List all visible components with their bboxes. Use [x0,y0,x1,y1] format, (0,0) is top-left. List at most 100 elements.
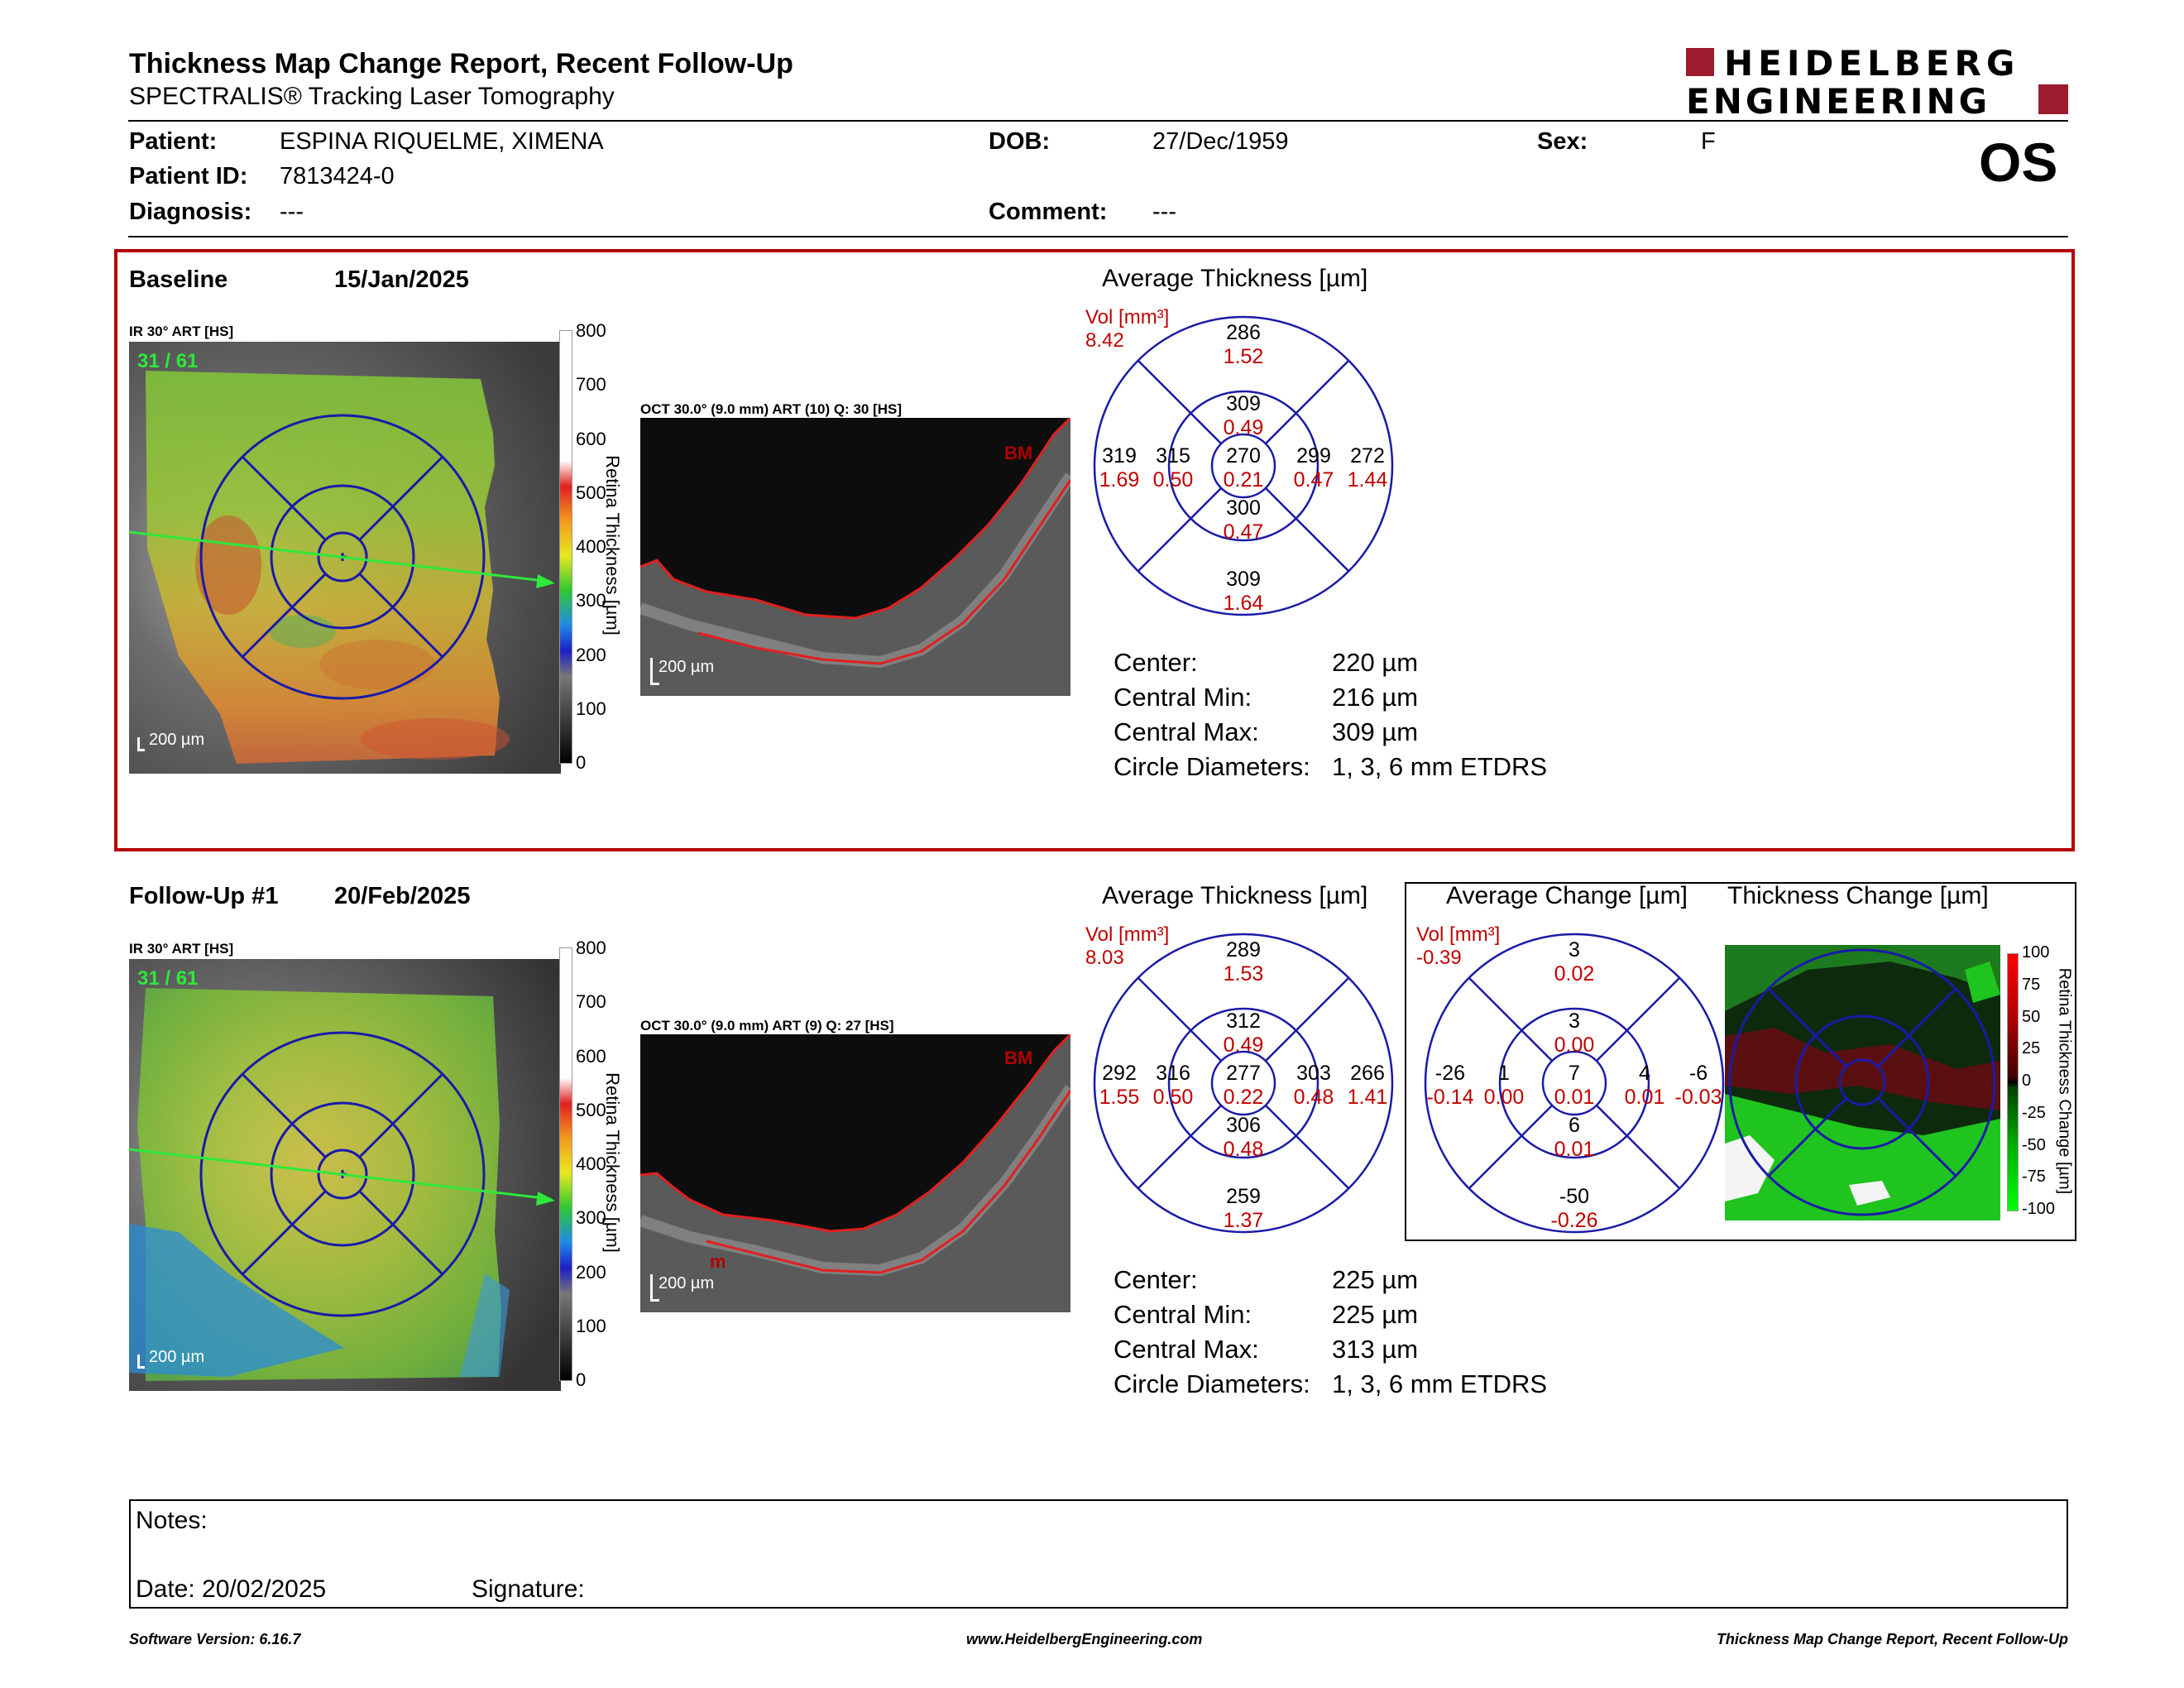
etdrs-svg: 2770.223120.493060.483160.503030.482891.… [1093,933,1394,1234]
baseline-date: 15/Jan/2025 [334,266,469,293]
eye-indicator: OS [1979,132,2058,193]
change-title: Average Change [µm] [1446,882,1688,909]
etdrs-outer-inf-thickness: 309 [1226,568,1261,591]
followup-label: Follow-Up #1 [129,883,279,909]
colorbar-tick: 200 [576,644,606,665]
signature-label[interactable]: Signature: [472,1575,585,1603]
etdrs-divider [1595,976,1681,1062]
etdrs-inner-sup-volume: 0.49 [1224,416,1264,439]
report-title: Thickness Map Change Report, Recent Foll… [129,48,793,79]
etdrs-ring [1210,433,1276,499]
etdrs-outer-tmp-volume: -0.14 [1427,1086,1474,1109]
followup-thickness-map: 31 / 61 200 µm [128,959,561,1391]
etdrs-svg: 2700.213090.493000.473150.502990.472861.… [1093,315,1394,616]
colorbar-tick: 100 [576,698,606,719]
baseline-colorbar-ticks: 800 700 600 500 400 300 200 100 0 [576,320,609,773]
etdrs-divider [1468,1104,1554,1190]
etdrs-divider [1137,976,1223,1062]
etdrs-center-volume: 0.01 [1554,1086,1595,1109]
etdrs-ring [1093,315,1394,616]
stat-label: Central Min: [1114,1300,1252,1329]
comment-value: --- [1152,199,1176,225]
colorbar-tick: 100 [2022,943,2050,961]
footer-website[interactable]: www.HeidelbergEngineering.com [966,1631,1203,1647]
colorbar-tick: -50 [2022,1135,2046,1154]
sex-value: F [1701,128,1716,155]
followup-vol-label: Vol [mm³] [1085,923,1170,946]
etdrs-outer-nas-volume: 1.41 [1348,1086,1388,1109]
etdrs-outer-nas-volume: -0.03 [1675,1086,1722,1109]
etdrs-divider [1264,359,1350,445]
baseline-ir-label: IR 30° ART [HS] [129,324,234,339]
etdrs-svg: 70.0130.0060.0110.0040.0130.02-50-0.26-2… [1424,933,1725,1234]
baseline-label: Baseline [129,266,228,293]
etdrs-outer-tmp-volume: 1.69 [1099,468,1140,492]
etdrs-center-volume: 0.22 [1224,1086,1264,1109]
baseline-vol-label: Vol [mm³] [1085,306,1170,328]
etdrs-outer-inf-volume: -0.26 [1551,1209,1598,1232]
baseline-bm-label: BM [1004,443,1033,463]
colorbar-tick: 75 [2022,975,2041,994]
etdrs-outer-tmp-thickness: -26 [1435,1062,1465,1085]
etdrs-inner-nas-thickness: 4 [1639,1062,1650,1085]
etdrs-inner-nas-volume: 0.47 [1294,468,1334,492]
etdrs-inner-tmp-volume: 0.00 [1484,1086,1525,1109]
stat-value: 220 µm [1332,648,1419,677]
etdrs-outer-sup-thickness: 286 [1226,321,1261,344]
footer-version: Software Version: 6.16.7 [129,1631,301,1647]
colorbar-tick: 100 [576,1315,606,1336]
stat-label: Central Min: [1114,683,1252,712]
followup-colorbar-ticks: 800 700 600 500 400 300 200 100 0 [576,938,609,1390]
etdrs-inner-inf-thickness: 306 [1226,1114,1261,1137]
etdrs-divider [1468,976,1554,1062]
etdrs-outer-sup-volume: 0.02 [1554,962,1595,985]
etdrs-outer-nas-volume: 1.44 [1348,468,1388,492]
etdrs-outer-tmp-volume: 1.55 [1099,1086,1140,1109]
etdrs-divider [1595,1104,1681,1190]
colorbar-tick: 800 [576,320,606,341]
change-colorbar-ticks: 100 75 50 25 0 -25 -50 -75 -100 [2022,943,2060,1218]
report-subtitle: SPECTRALIS® Tracking Laser Tomography [129,83,615,110]
patient-id-label: Patient ID: [129,163,248,189]
colorbar-tick: -75 [2022,1168,2046,1187]
followup-oct-label: OCT 30.0° (9.0 mm) ART (9) Q: 27 [HS] [640,1018,894,1033]
etdrs-inner-sup-thickness: 312 [1226,1009,1261,1033]
etdrs-outer-tmp-thickness: 319 [1102,444,1137,468]
colorbar-tick: 700 [576,374,606,396]
stat-value: 1, 3, 6 mm ETDRS [1332,1369,1548,1398]
colorbar-tick: -100 [2022,1200,2056,1218]
followup-scale-bar: 200 µm [149,1348,205,1366]
dob-value: 27/Dec/1959 [1152,128,1289,155]
followup-ir-label: IR 30° ART [HS] [129,941,234,957]
etdrs-inner-inf-volume: 0.47 [1224,520,1264,544]
etdrs-outer-inf-thickness: 259 [1226,1185,1261,1208]
colorbar-tick: 0 [576,752,587,773]
etdrs-ring [1167,390,1320,542]
etdrs-outer-nas-thickness: -6 [1689,1062,1707,1085]
patient-label: Patient: [129,128,218,155]
followup-colorbar-label: Retina Thickness [µm] [602,1072,623,1253]
etdrs-outer-nas-thickness: 272 [1350,444,1385,468]
stat-label: Central Max: [1114,1335,1259,1364]
notes-label[interactable]: Notes: [136,1507,208,1534]
thickness-change-title: Thickness Change [µm] [1727,882,1989,909]
etdrs-ring [1541,1050,1607,1116]
notes-box [129,1499,2068,1609]
etdrs-ring [1210,1050,1276,1116]
followup-frame-count: 31 / 61 [137,967,199,990]
colorbar-tick: 800 [576,938,606,958]
diagnosis-value: --- [280,199,304,225]
colorbar-tick: 50 [2022,1007,2041,1026]
comment-label: Comment: [989,199,1108,225]
etdrs-center-thickness: 277 [1226,1062,1261,1085]
etdrs-inner-sup-volume: 0.00 [1554,1033,1595,1057]
etdrs-inner-tmp-thickness: 316 [1156,1062,1190,1085]
etdrs-divider [1264,487,1350,573]
baseline-vol-value: 8.42 [1085,329,1124,352]
stat-label: Center: [1114,648,1198,677]
etdrs-ring [1093,933,1394,1234]
etdrs-inner-nas-volume: 0.01 [1625,1086,1665,1109]
baseline-oct-image: BM 200 µm [638,416,1075,696]
diagnosis-label: Diagnosis: [129,199,252,225]
etdrs-outer-inf-volume: 1.37 [1224,1209,1264,1232]
